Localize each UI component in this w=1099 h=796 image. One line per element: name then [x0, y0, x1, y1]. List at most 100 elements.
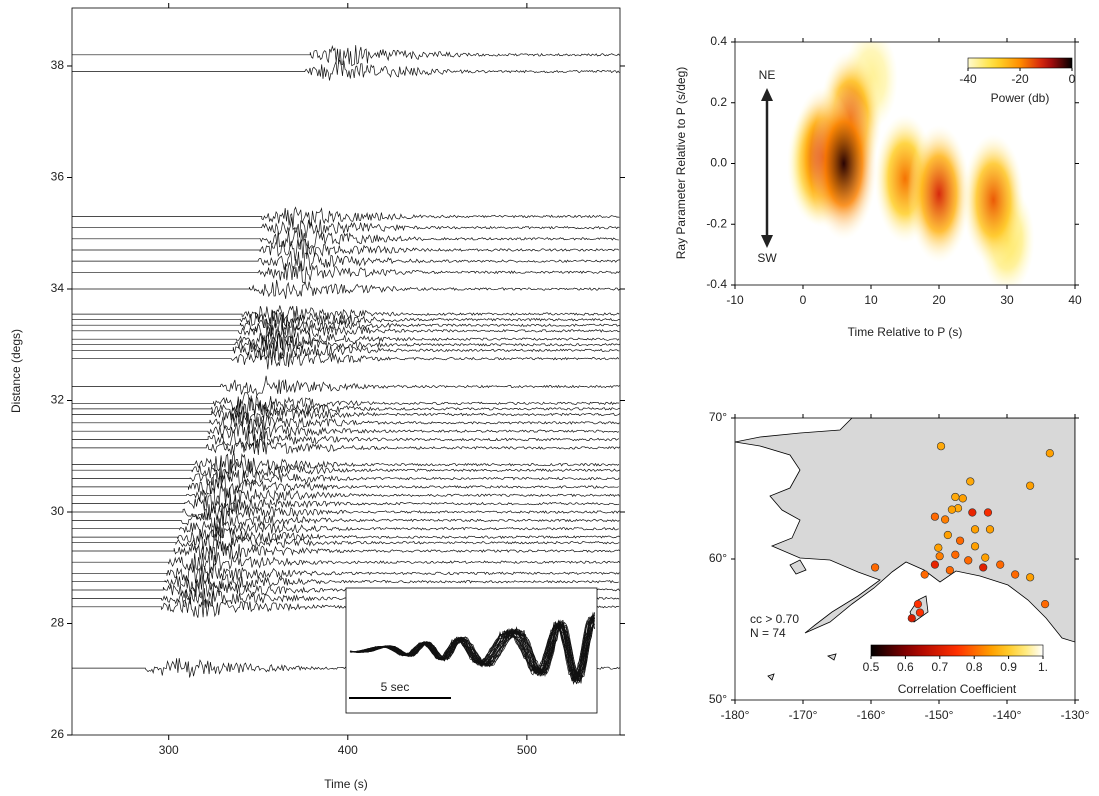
event	[920, 570, 929, 579]
x-tick-label: 10	[864, 293, 878, 307]
plot-frame	[734, 41, 1076, 286]
events	[870, 442, 1054, 623]
trace	[72, 238, 620, 261]
power-blob	[907, 124, 971, 263]
x-tick-label: -180°	[721, 708, 750, 722]
event	[1011, 570, 1020, 579]
x-axis-label: Time (s)	[324, 777, 368, 791]
colorbar-tick-label: 0.6	[897, 660, 914, 674]
trace	[72, 333, 620, 355]
trace	[72, 314, 620, 336]
x-axis-label: Time Relative to P (s)	[848, 325, 963, 339]
trace	[72, 310, 620, 331]
y-tick-label: 36	[51, 170, 65, 184]
event	[958, 494, 967, 503]
colorbar-label: Correlation Coefficient	[898, 682, 1017, 696]
event	[951, 550, 960, 559]
inset-waveform	[349, 618, 595, 681]
trace	[72, 261, 620, 284]
trace	[72, 509, 620, 532]
trace	[72, 392, 620, 414]
colorbar-tick-label: 0.7	[931, 660, 948, 674]
power-blob	[810, 87, 878, 240]
trace	[72, 459, 620, 483]
trace	[72, 217, 620, 239]
record-section: Time (s) Distance (degs) 300 400 500 26 28 30…	[9, 3, 625, 791]
trace	[72, 206, 620, 227]
x-tick-label: -150°	[925, 708, 954, 722]
y-axis-label: Distance (degs)	[9, 329, 23, 413]
event	[970, 525, 980, 534]
trace	[72, 452, 620, 475]
event	[979, 563, 988, 572]
event	[947, 505, 957, 514]
trace	[72, 279, 620, 299]
traces	[72, 44, 620, 678]
trace	[72, 250, 620, 272]
trace	[72, 483, 620, 506]
annotation: cc > 0.70	[750, 612, 799, 626]
event	[1026, 481, 1035, 490]
annotation: N = 74	[750, 626, 786, 640]
trace	[72, 500, 620, 523]
y-tick-label: 0.0	[710, 156, 727, 170]
x-tick-label: -170°	[789, 708, 818, 722]
event	[996, 560, 1005, 569]
colorbar	[967, 57, 1073, 69]
power-blob	[962, 133, 1025, 266]
arrow-head	[761, 235, 773, 248]
y-axis-label: Ray Parameter Relative to P (s/deg)	[674, 67, 688, 260]
y-tick-label: -0.4	[706, 277, 727, 291]
y-tick-label: 60°	[709, 551, 727, 565]
y-tick-label: -0.2	[706, 216, 727, 230]
beam-power: NE SW Time Relative to P (s) Ray Paramet…	[674, 34, 1082, 339]
event	[935, 552, 944, 561]
event	[981, 553, 990, 562]
event	[930, 560, 940, 569]
x-tick-label: 40	[1068, 293, 1082, 307]
event	[966, 477, 975, 486]
alaska	[735, 418, 1075, 643]
arrow-label: NE	[759, 68, 776, 82]
y-tick-label: 32	[51, 393, 65, 407]
trace	[72, 539, 620, 562]
trace	[72, 44, 620, 67]
arrow-head	[761, 88, 773, 101]
trace	[72, 552, 620, 574]
trace	[72, 321, 620, 342]
trace	[72, 397, 620, 421]
x-tick-label: -10	[726, 293, 744, 307]
event	[915, 608, 925, 617]
trace	[72, 474, 619, 498]
colorbar	[870, 644, 1044, 657]
x-tick-label: 0	[800, 293, 807, 307]
colorbar-label: Power (db)	[991, 91, 1050, 105]
x-tick-label: 300	[159, 743, 179, 757]
y-tick-label: 0.4	[710, 34, 727, 48]
event	[985, 525, 995, 534]
y-tick-label: 38	[51, 58, 65, 72]
island	[767, 673, 775, 681]
trace	[72, 420, 620, 441]
trace	[72, 517, 619, 541]
event	[1045, 449, 1054, 458]
trace	[72, 437, 620, 456]
x-tick-label: 400	[338, 743, 358, 757]
event	[964, 556, 973, 565]
trace	[72, 227, 619, 250]
scale-label: 5 sec	[381, 680, 410, 694]
event	[945, 566, 954, 575]
y-tick-label: 70°	[709, 410, 727, 424]
colorbar-tick-label: 0.9	[1000, 660, 1017, 674]
event	[970, 542, 980, 551]
y-tick-label: 0.2	[710, 95, 727, 109]
trace	[72, 562, 620, 585]
x-tick-label: 30	[1000, 293, 1014, 307]
y-tick-label: 30	[51, 504, 65, 518]
event	[941, 515, 950, 524]
trace	[72, 572, 619, 593]
inset: 5 sec	[345, 587, 598, 714]
event	[951, 492, 960, 502]
